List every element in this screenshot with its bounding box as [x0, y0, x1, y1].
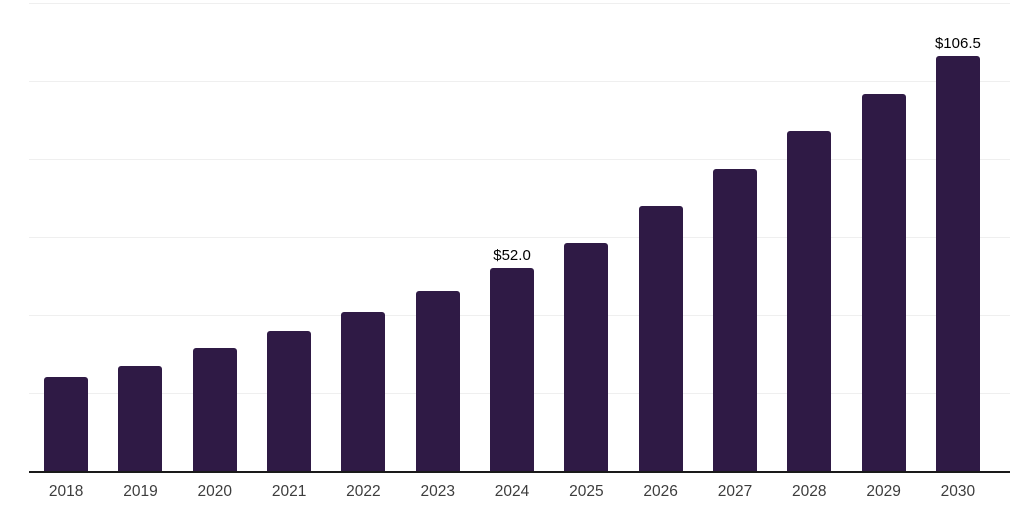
x-tick-2021: 2021 [271, 483, 307, 500]
bar-slot-2020 [178, 3, 252, 471]
bar-2021 [267, 331, 312, 471]
bar-slot-2018 [29, 3, 103, 471]
bar-2023 [415, 290, 460, 471]
bar-slot-2022 [326, 3, 400, 471]
x-tick-2022: 2022 [346, 483, 381, 500]
bar-slot-2019 [103, 3, 177, 471]
bar-slot-2026 [624, 3, 698, 471]
bar-2028 [787, 130, 832, 471]
x-tick-2018: 2018 [48, 483, 84, 500]
bar-2025 [564, 242, 609, 471]
bar-2024 [490, 268, 535, 471]
gridline-100 [29, 81, 1010, 82]
x-tick-2027: 2027 [717, 483, 753, 500]
x-tick-2028: 2028 [792, 483, 827, 500]
x-axis-labels: 2018 2019 2020 2021 2022 2023 2024 2025 2026 2027… [29, 484, 995, 500]
x-tick-2029: 2029 [866, 483, 901, 500]
bar-2030 [935, 55, 980, 471]
bar-slot-2023 [401, 3, 475, 471]
bar-slot-2024: $52.0 [475, 3, 549, 471]
x-tick-2030: 2030 [940, 483, 976, 500]
bar-2029 [861, 93, 906, 471]
bar-2027 [712, 169, 757, 471]
bar-slot-2028 [772, 3, 846, 471]
bar-2019 [118, 365, 163, 471]
gridline-60 [29, 237, 1010, 238]
x-tick-2026: 2026 [643, 483, 678, 500]
bar-slot-2030: $106.5 [921, 3, 995, 471]
gridline-120 [29, 3, 1010, 4]
x-tick-2020: 2020 [197, 483, 233, 500]
bar-slot-2025 [549, 3, 623, 471]
bar-2026 [638, 205, 683, 471]
x-tick-2024: 2024 [494, 483, 530, 500]
x-tick-2023: 2023 [420, 483, 455, 500]
bar-value-label-2030: $106.5 [934, 34, 981, 52]
bar-2020 [192, 347, 237, 471]
bars: $52.0 $106.5 [29, 3, 995, 471]
bar-value-label-2024: $52.0 [493, 247, 531, 265]
bar-slot-2029 [846, 3, 920, 471]
bar-2018 [44, 377, 89, 471]
x-tick-2019: 2019 [123, 483, 158, 500]
bar-2022 [341, 311, 386, 471]
bar-slot-2021 [252, 3, 326, 471]
gridline-80 [29, 159, 1010, 160]
bar-slot-2027 [698, 3, 772, 471]
x-tick-2025: 2025 [569, 483, 604, 500]
x-axis-line [29, 471, 1010, 473]
